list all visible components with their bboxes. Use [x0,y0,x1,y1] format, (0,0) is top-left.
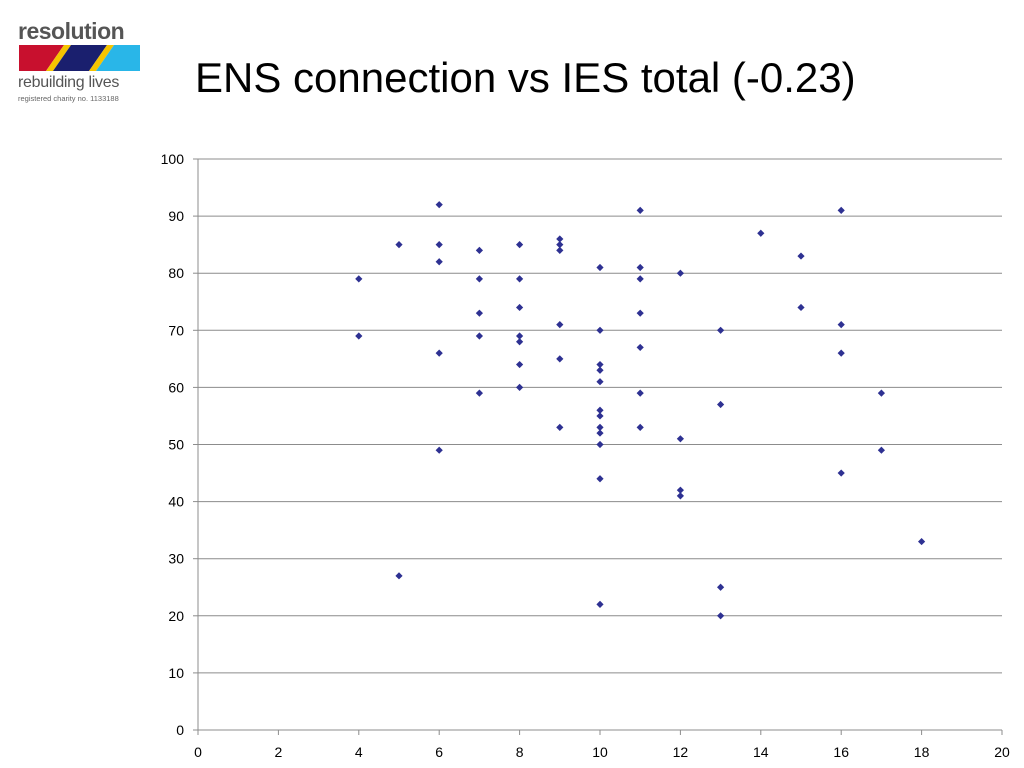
data-point [395,241,403,249]
logo-stripes-graphic [19,45,140,71]
data-point [596,423,604,431]
y-tick-label: 90 [168,208,184,224]
x-tick-label: 6 [435,744,443,760]
data-point [435,446,443,454]
data-point [636,309,644,317]
data-point [516,303,524,312]
data-point [596,600,604,608]
logo-wordmark: resolution [18,18,125,44]
data-point [596,412,604,420]
data-point [717,612,725,620]
data-point [435,241,443,249]
logo-tagline: rebuilding lives [18,74,120,91]
data-point [676,492,684,500]
y-tick-label: 60 [168,379,184,395]
data-point [475,389,483,397]
data-point [556,423,564,431]
data-point [435,201,443,209]
data-point [596,326,604,334]
logo-stripe-red [19,45,64,71]
x-tick-label: 2 [275,744,283,760]
y-tick-label: 0 [176,722,184,738]
y-tick-label: 50 [168,437,184,453]
data-point [516,383,524,391]
data-point [516,241,524,249]
data-point [717,326,725,334]
data-point [596,360,604,369]
data-point [918,537,926,546]
data-point [797,303,805,312]
data-point [355,332,363,340]
data-point [596,366,604,374]
data-point [475,246,483,254]
data-point [837,349,845,357]
x-tick-label: 14 [753,744,769,760]
slide-title: ENS connection vs IES total (-0.23) [195,54,856,101]
data-point [556,246,564,254]
data-point [475,309,483,317]
data-point [636,263,644,272]
data-point [596,440,604,449]
data-point [797,252,805,260]
y-tick-label: 20 [168,608,184,624]
data-point [516,338,524,346]
data-point [877,389,885,397]
data-point [717,583,725,591]
data-point [596,263,604,272]
logo-stripe-sky [96,45,140,71]
data-point [556,235,564,243]
x-tick-label: 4 [355,744,363,760]
y-tick-label: 10 [168,665,184,681]
data-point [556,241,564,249]
y-tick-label: 70 [168,322,184,338]
data-point [636,389,644,397]
data-point [516,275,524,283]
data-point [676,486,684,494]
y-tick-label: 40 [168,494,184,510]
x-tick-label: 8 [516,744,524,760]
data-point [596,406,604,414]
data-point [877,446,885,454]
data-point [636,275,644,283]
data-point [676,269,684,277]
data-point [475,332,483,340]
x-tick-label: 10 [592,744,608,760]
data-point [395,572,403,580]
x-tick-label: 0 [194,744,202,760]
data-point [475,275,483,283]
data-point [837,320,845,329]
y-tick-label: 80 [168,265,184,281]
data-point [596,378,604,386]
x-tick-label: 16 [833,744,849,760]
data-point [516,360,524,369]
data-point [837,206,845,214]
data-point [837,469,845,477]
resolution-logo: resolution rebuilding lives registered c… [18,18,143,103]
data-point [355,275,363,283]
data-point [435,258,443,266]
data-point [516,332,524,340]
data-point [596,429,604,437]
x-tick-label: 20 [994,744,1010,760]
data-point [596,475,604,483]
x-tick-label: 12 [673,744,689,760]
data-point [556,355,564,363]
y-tick-label: 30 [168,551,184,567]
x-tick-label: 18 [914,744,930,760]
logo-stripe-yellow [46,45,71,71]
data-point [717,400,725,409]
data-point [757,229,765,237]
data-point [636,206,644,214]
y-tick-label: 100 [161,151,185,167]
data-point [676,435,684,443]
data-point [636,343,644,352]
logo-charity-number: registered charity no. 1133188 [18,94,119,103]
data-point [435,349,443,357]
logo-stripe-yellow-2 [89,45,114,71]
data-point [556,320,564,329]
data-point [636,423,644,431]
